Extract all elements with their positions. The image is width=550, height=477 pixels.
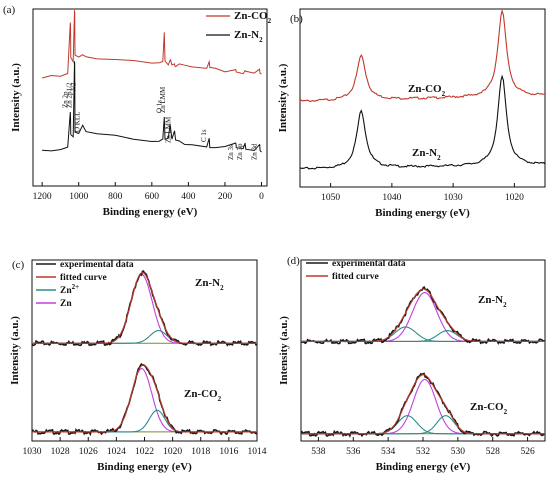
x-tick-label-b: 1020: [505, 193, 524, 203]
x-tick-label-d: 534: [381, 447, 396, 457]
x-axis-label-c: Binding energy (eV): [97, 461, 192, 473]
x-tick-label-b: 1030: [444, 193, 463, 203]
experimental-data-d: [300, 285, 546, 345]
x-axis-label-d: Binding energy (eV): [376, 461, 471, 473]
x-tick-label-a: 400: [181, 192, 196, 202]
x-tick-label-c: 1022: [135, 447, 154, 457]
series-line-zn-n2-a: [42, 61, 262, 153]
x-tick-label-d: 526: [520, 447, 535, 457]
peak-label-a: O 1s: [155, 100, 163, 113]
peak-label-a: Zn LMM: [159, 86, 167, 113]
legend-label-c: experimental data: [60, 260, 134, 270]
legend-label-d: experimental data: [332, 259, 406, 269]
annotation-zn-n2-d: Zn-N2: [478, 294, 507, 309]
panel-label-c: (c): [12, 259, 25, 271]
fitted-curve-d: [301, 374, 545, 435]
legend-label-d: fitted curve: [332, 272, 379, 282]
component-peak-c: [32, 409, 257, 433]
peak-label-a: Zn 3p: [236, 143, 244, 160]
x-tick-label-c: 1024: [107, 447, 126, 457]
component-peak-d: [301, 330, 545, 342]
x-tick-label-c: 1030: [23, 447, 42, 457]
annotation-zn-co2-d: Zn-CO2: [470, 401, 508, 416]
y-axis-label-b: Intensity (a.u.): [277, 63, 289, 132]
component-peak-c: [32, 368, 257, 433]
annotation-zn-n2-b: Zn-N2: [412, 147, 441, 162]
panel-label-d: (d): [287, 255, 300, 267]
x-tick-label-b: 1040: [382, 193, 401, 203]
x-tick-label-b: 1050: [321, 193, 340, 203]
panel-label-b: (b): [290, 13, 303, 25]
panel-label-a: (a): [3, 4, 16, 16]
series-line-zn-co2-a: [41, 10, 262, 79]
fitted-curve-c: [32, 272, 257, 344]
x-tick-label-a: 0: [259, 192, 264, 202]
x-tick-label-c: 1014: [248, 447, 267, 457]
component-peak-d: [301, 378, 545, 435]
peak-label-a: Zn 3s: [227, 144, 235, 160]
x-tick-label-a: 200: [218, 192, 233, 202]
x-tick-label-c: 1016: [219, 447, 238, 457]
x-axis-label-a: Binding energy (eV): [103, 206, 198, 218]
legend-label-a: Zn-CO2: [234, 10, 272, 25]
fitted-curve-d: [301, 288, 545, 342]
x-tick-label-d: 538: [311, 447, 326, 457]
x-tick-label-a: 600: [145, 192, 160, 202]
legend-label-a: Zn-N2: [234, 29, 263, 44]
annotation-zn-co2-b: Zn-CO2: [408, 83, 446, 98]
experimental-data-d: [300, 372, 546, 438]
x-tick-label-d: 536: [346, 447, 361, 457]
y-axis-label-d: Intensity (a.u.): [278, 316, 290, 385]
x-axis-label-b: Binding energy (eV): [375, 207, 470, 219]
x-tick-label-d: 530: [451, 447, 466, 457]
series-line-zn-co2-b: [299, 8, 545, 103]
y-axis-label-c: Intensity (a.u.): [9, 316, 21, 385]
peak-label-a: Zn 3d: [250, 143, 258, 160]
x-tick-label-c: 1018: [191, 447, 210, 457]
annotation-zn-co2-c: Zn-CO2: [184, 388, 222, 403]
x-tick-label-d: 528: [486, 447, 501, 457]
peak-label-a: Zn LMM: [164, 116, 172, 143]
legend-label-c: fitted curve: [60, 273, 107, 283]
legend-label-c: Zn: [60, 299, 72, 309]
x-tick-label-a: 800: [108, 192, 123, 202]
legend-label-c: Zn2+: [60, 283, 79, 296]
fitted-curve-c: [32, 364, 257, 433]
experimental-data-c: [31, 362, 258, 437]
x-tick-label-c: 1020: [163, 447, 182, 457]
y-axis-label-a: Intensity (a.u.): [10, 63, 22, 132]
x-tick-label-a: 1200: [33, 192, 52, 202]
peak-label-a: O KLL: [74, 112, 82, 132]
plot-frame-a: [32, 8, 268, 187]
x-tick-label-a: 1000: [69, 192, 88, 202]
annotation-zn-n2-c: Zn-N2: [195, 277, 224, 292]
peak-label-a: C 1s: [200, 129, 208, 142]
series-line-zn-n2-b: [299, 74, 546, 170]
x-tick-label-d: 532: [416, 447, 431, 457]
x-tick-label-c: 1028: [51, 447, 70, 457]
component-peak-d: [301, 326, 545, 342]
component-peak-d: [301, 292, 545, 342]
plot-frame-b: [299, 8, 546, 188]
x-tick-label-c: 1026: [79, 447, 98, 457]
